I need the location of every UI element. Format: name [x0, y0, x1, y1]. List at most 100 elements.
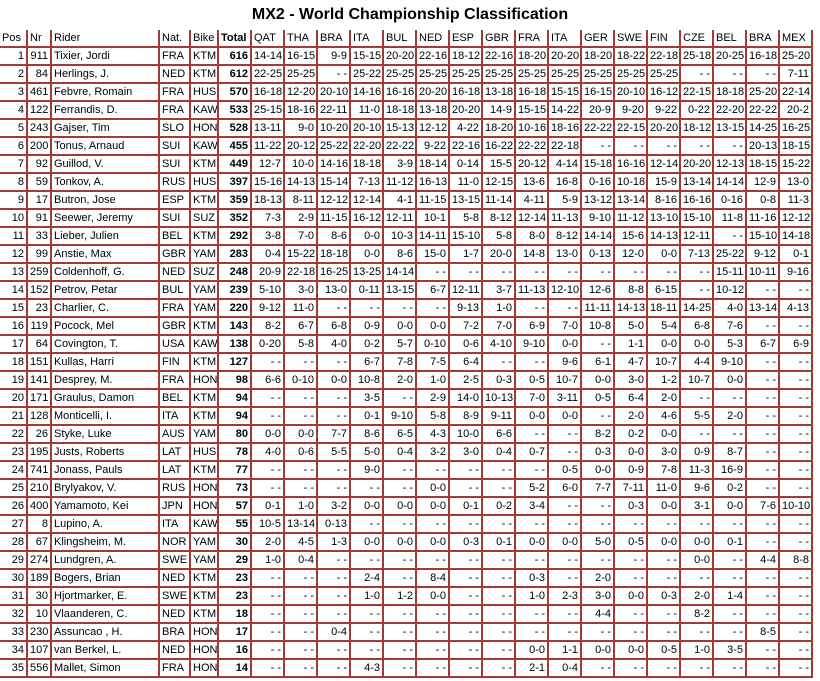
result-cell: 13-15 — [449, 191, 483, 210]
result-cell: 13-6 — [515, 173, 549, 192]
result-cell: 3-0 — [647, 443, 681, 462]
result-cell: 0-13 — [581, 245, 615, 264]
nat-cell: FRA — [159, 101, 191, 120]
result-cell: - - — [746, 605, 780, 624]
nat-cell: BEL — [159, 389, 191, 408]
nr-cell: 92 — [27, 155, 52, 174]
result-cell: - - — [383, 659, 417, 678]
result-cell: 3-4 — [515, 497, 549, 516]
total-cell: 23 — [218, 587, 252, 606]
result-cell: 0-0 — [383, 497, 417, 516]
result-cell: - - — [614, 263, 648, 282]
nr-cell: 67 — [27, 533, 52, 552]
result-cell: 3-2 — [317, 497, 351, 516]
result-cell: 6-4 — [614, 389, 648, 408]
col-race: CZE — [680, 30, 714, 48]
result-cell: 22-15 — [614, 119, 648, 138]
rider-cell: Lieber, Julien — [51, 227, 160, 246]
result-cell: 22-20 — [713, 101, 747, 120]
result-cell: 6-4 — [449, 353, 483, 372]
result-cell: 25-20 — [779, 47, 813, 66]
total-cell: 14 — [218, 659, 252, 678]
result-cell: - - — [251, 389, 285, 408]
result-cell: - - — [647, 263, 681, 282]
result-cell: 18-20 — [482, 119, 516, 138]
result-cell: 4-4 — [680, 353, 714, 372]
table-row: 16 119 Pocock, Mel GBR KTM 143 8-2 6-7 6-8 0-9 0-0… — [0, 317, 813, 336]
result-cell: 14-13 — [284, 173, 318, 192]
result-cell: 14-8 — [515, 245, 549, 264]
pos-cell: 26 — [0, 497, 28, 516]
result-cell: 9-12 — [251, 299, 285, 318]
result-cell: 14-13 — [647, 227, 681, 246]
nat-cell: FRA — [159, 371, 191, 390]
nr-cell: 189 — [27, 569, 52, 588]
result-cell: - - — [680, 137, 714, 156]
table-row: 31 30 Hjortmarker, E. SWE KTM 23- -- -- -1-0 1… — [0, 587, 813, 606]
result-cell: - - — [251, 569, 285, 588]
pos-cell: 33 — [0, 623, 28, 642]
result-cell: 14-14 — [251, 47, 285, 66]
result-cell: - - — [317, 407, 351, 426]
result-cell: 8-8 — [779, 551, 813, 570]
result-cell: 25-25 — [581, 65, 615, 84]
result-cell: 9-16 — [779, 263, 813, 282]
result-cell: - - — [416, 461, 450, 480]
result-cell: 25-25 — [548, 65, 582, 84]
result-cell: - - — [416, 515, 450, 534]
result-cell: 8-6 — [317, 227, 351, 246]
result-cell: 0-0 — [647, 245, 681, 264]
result-cell: 6-5 — [383, 425, 417, 444]
result-cell: 0-9 — [614, 461, 648, 480]
result-cell: - - — [713, 623, 747, 642]
rider-cell: Jonass, Pauls — [51, 461, 160, 480]
result-cell: 4-11 — [515, 191, 549, 210]
result-cell: 0-4 — [317, 623, 351, 642]
result-cell: - - — [515, 605, 549, 624]
table-row: 10 91 Seewer, Jeremy SUI SUZ 352 7-3 2-9 11-15 16… — [0, 209, 813, 228]
result-cell: 25-18 — [680, 47, 714, 66]
result-cell: - - — [317, 641, 351, 660]
pos-cell: 7 — [0, 155, 28, 174]
nr-cell: 171 — [27, 389, 52, 408]
result-cell: 6-6 — [251, 371, 285, 390]
result-cell: 18-18 — [713, 83, 747, 102]
result-cell: 0-0 — [614, 587, 648, 606]
result-cell: 15-10 — [449, 227, 483, 246]
result-cell: - - — [350, 515, 384, 534]
result-cell: - - — [548, 299, 582, 318]
pos-cell: 6 — [0, 137, 28, 156]
result-cell: 8-6 — [383, 245, 417, 264]
result-cell: 18-18 — [350, 155, 384, 174]
table-row: 29 274 Lundgren, A. SWE YAM 29 1-0 0-4- -- -- -… — [0, 551, 813, 570]
result-cell: - - — [779, 425, 813, 444]
result-cell: 5-0 — [614, 317, 648, 336]
result-cell: 14-14 — [383, 263, 417, 282]
result-cell: - - — [317, 605, 351, 624]
result-cell: 8-5 — [746, 623, 780, 642]
result-cell: 16-22 — [482, 137, 516, 156]
result-cell: 0-0 — [416, 317, 450, 336]
result-cell: - - — [548, 623, 582, 642]
result-cell: - - — [350, 641, 384, 660]
total-cell: 73 — [218, 479, 252, 498]
result-cell: 7-5 — [416, 353, 450, 372]
result-cell: 9-10 — [383, 407, 417, 426]
pos-cell: 22 — [0, 425, 28, 444]
pos-cell: 29 — [0, 551, 28, 570]
result-cell: - - — [713, 659, 747, 678]
result-cell: 7-8 — [647, 461, 681, 480]
result-cell: 10-18 — [614, 173, 648, 192]
result-cell: - - — [614, 515, 648, 534]
col-rider: Rider — [51, 30, 160, 48]
result-cell: 16-9 — [713, 461, 747, 480]
result-cell: 13-25 — [350, 263, 384, 282]
result-cell: 16-16 — [383, 83, 417, 102]
pos-cell: 10 — [0, 209, 28, 228]
table-row: 15 23 Charlier, C. FRA YAM 220 9-12 11-0- -- --… — [0, 299, 813, 318]
total-cell: 283 — [218, 245, 252, 264]
result-cell: - - — [746, 641, 780, 660]
table-row: 20 171 Graulus, Damon BEL KTM 94- -- -- -3-5-… — [0, 389, 813, 408]
result-cell: - - — [548, 605, 582, 624]
result-cell: 0-0 — [416, 587, 450, 606]
